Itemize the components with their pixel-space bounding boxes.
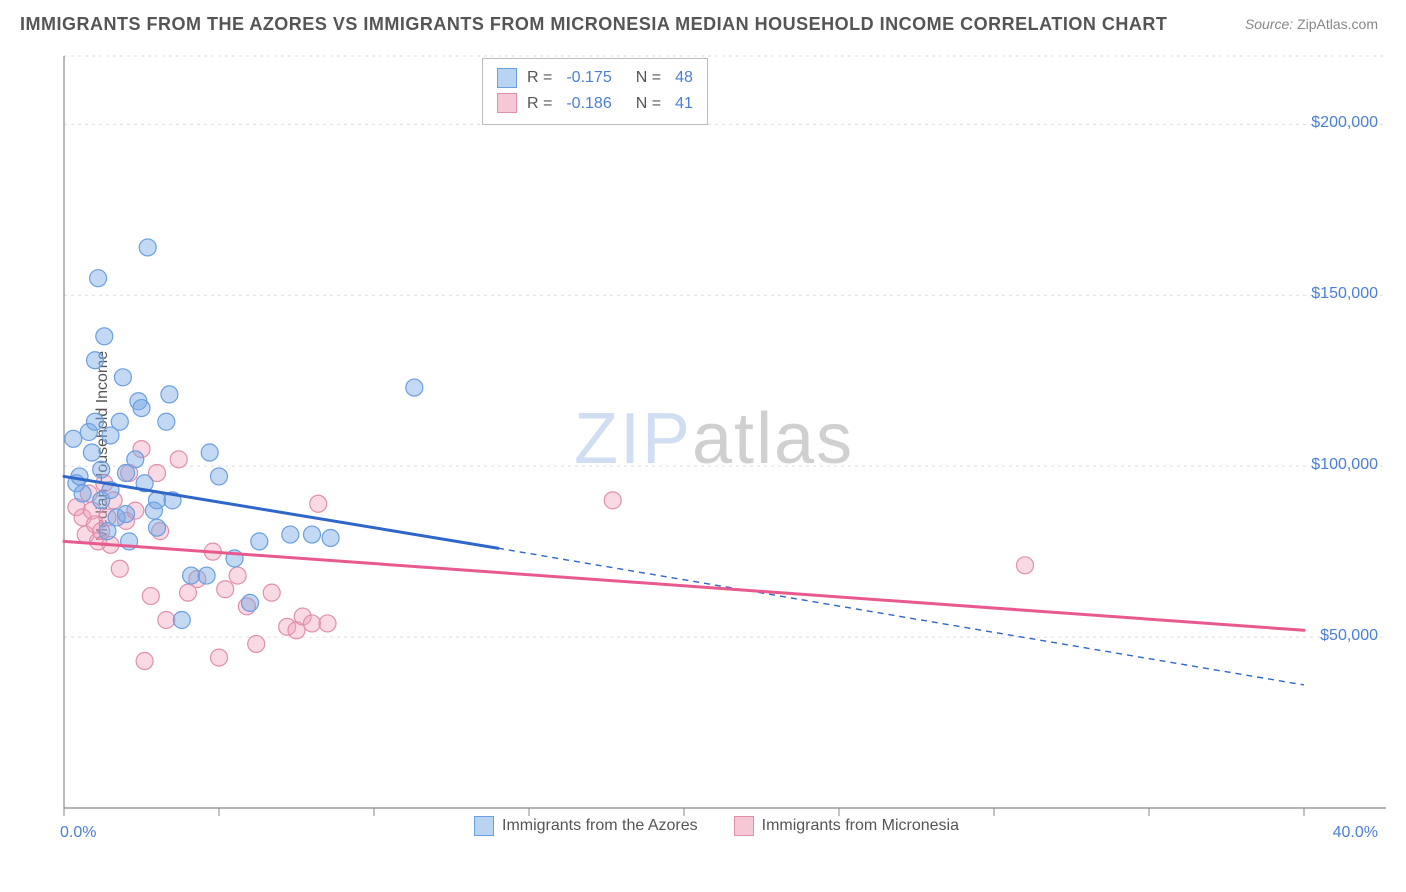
legend-r-label: R =: [527, 91, 552, 117]
correlation-legend: R = -0.175 N = 48 R = -0.186 N = 41: [482, 58, 708, 125]
legend-label-azores: Immigrants from the Azores: [502, 817, 698, 835]
legend-item-azores: Immigrants from the Azores: [474, 816, 698, 836]
legend-n-micronesia: 41: [675, 91, 693, 117]
source-attribution: Source: ZipAtlas.com: [1245, 16, 1378, 32]
source-value: ZipAtlas.com: [1297, 16, 1378, 32]
swatch-micronesia: [497, 93, 517, 113]
x-tick-label: 40.0%: [1333, 824, 1378, 842]
legend-n-label: N =: [636, 65, 661, 91]
legend-n-azores: 48: [675, 65, 693, 91]
x-tick-label: 0.0%: [60, 824, 96, 842]
legend-row-micronesia: R = -0.186 N = 41: [497, 91, 693, 117]
y-tick-label: $50,000: [1320, 627, 1378, 645]
y-tick-label: $150,000: [1311, 285, 1378, 303]
legend-n-label: N =: [636, 91, 661, 117]
y-tick-label: $100,000: [1311, 456, 1378, 474]
legend-label-micronesia: Immigrants from Micronesia: [762, 817, 959, 835]
legend-item-micronesia: Immigrants from Micronesia: [734, 816, 959, 836]
legend-r-micronesia: -0.186: [566, 91, 611, 117]
scatter-plot-svg: [54, 48, 1386, 838]
legend-r-azores: -0.175: [566, 65, 611, 91]
chart-title: IMMIGRANTS FROM THE AZORES VS IMMIGRANTS…: [20, 14, 1167, 35]
legend-row-azores: R = -0.175 N = 48: [497, 65, 693, 91]
chart-area: ZIPatlas R = -0.175 N = 48 R = -0.186 N …: [54, 48, 1386, 838]
swatch-micronesia: [734, 816, 754, 836]
swatch-azores: [474, 816, 494, 836]
y-tick-label: $200,000: [1311, 114, 1378, 132]
legend-r-label: R =: [527, 65, 552, 91]
series-legend: Immigrants from the Azores Immigrants fr…: [474, 816, 959, 836]
source-label: Source:: [1245, 16, 1293, 32]
swatch-azores: [497, 68, 517, 88]
